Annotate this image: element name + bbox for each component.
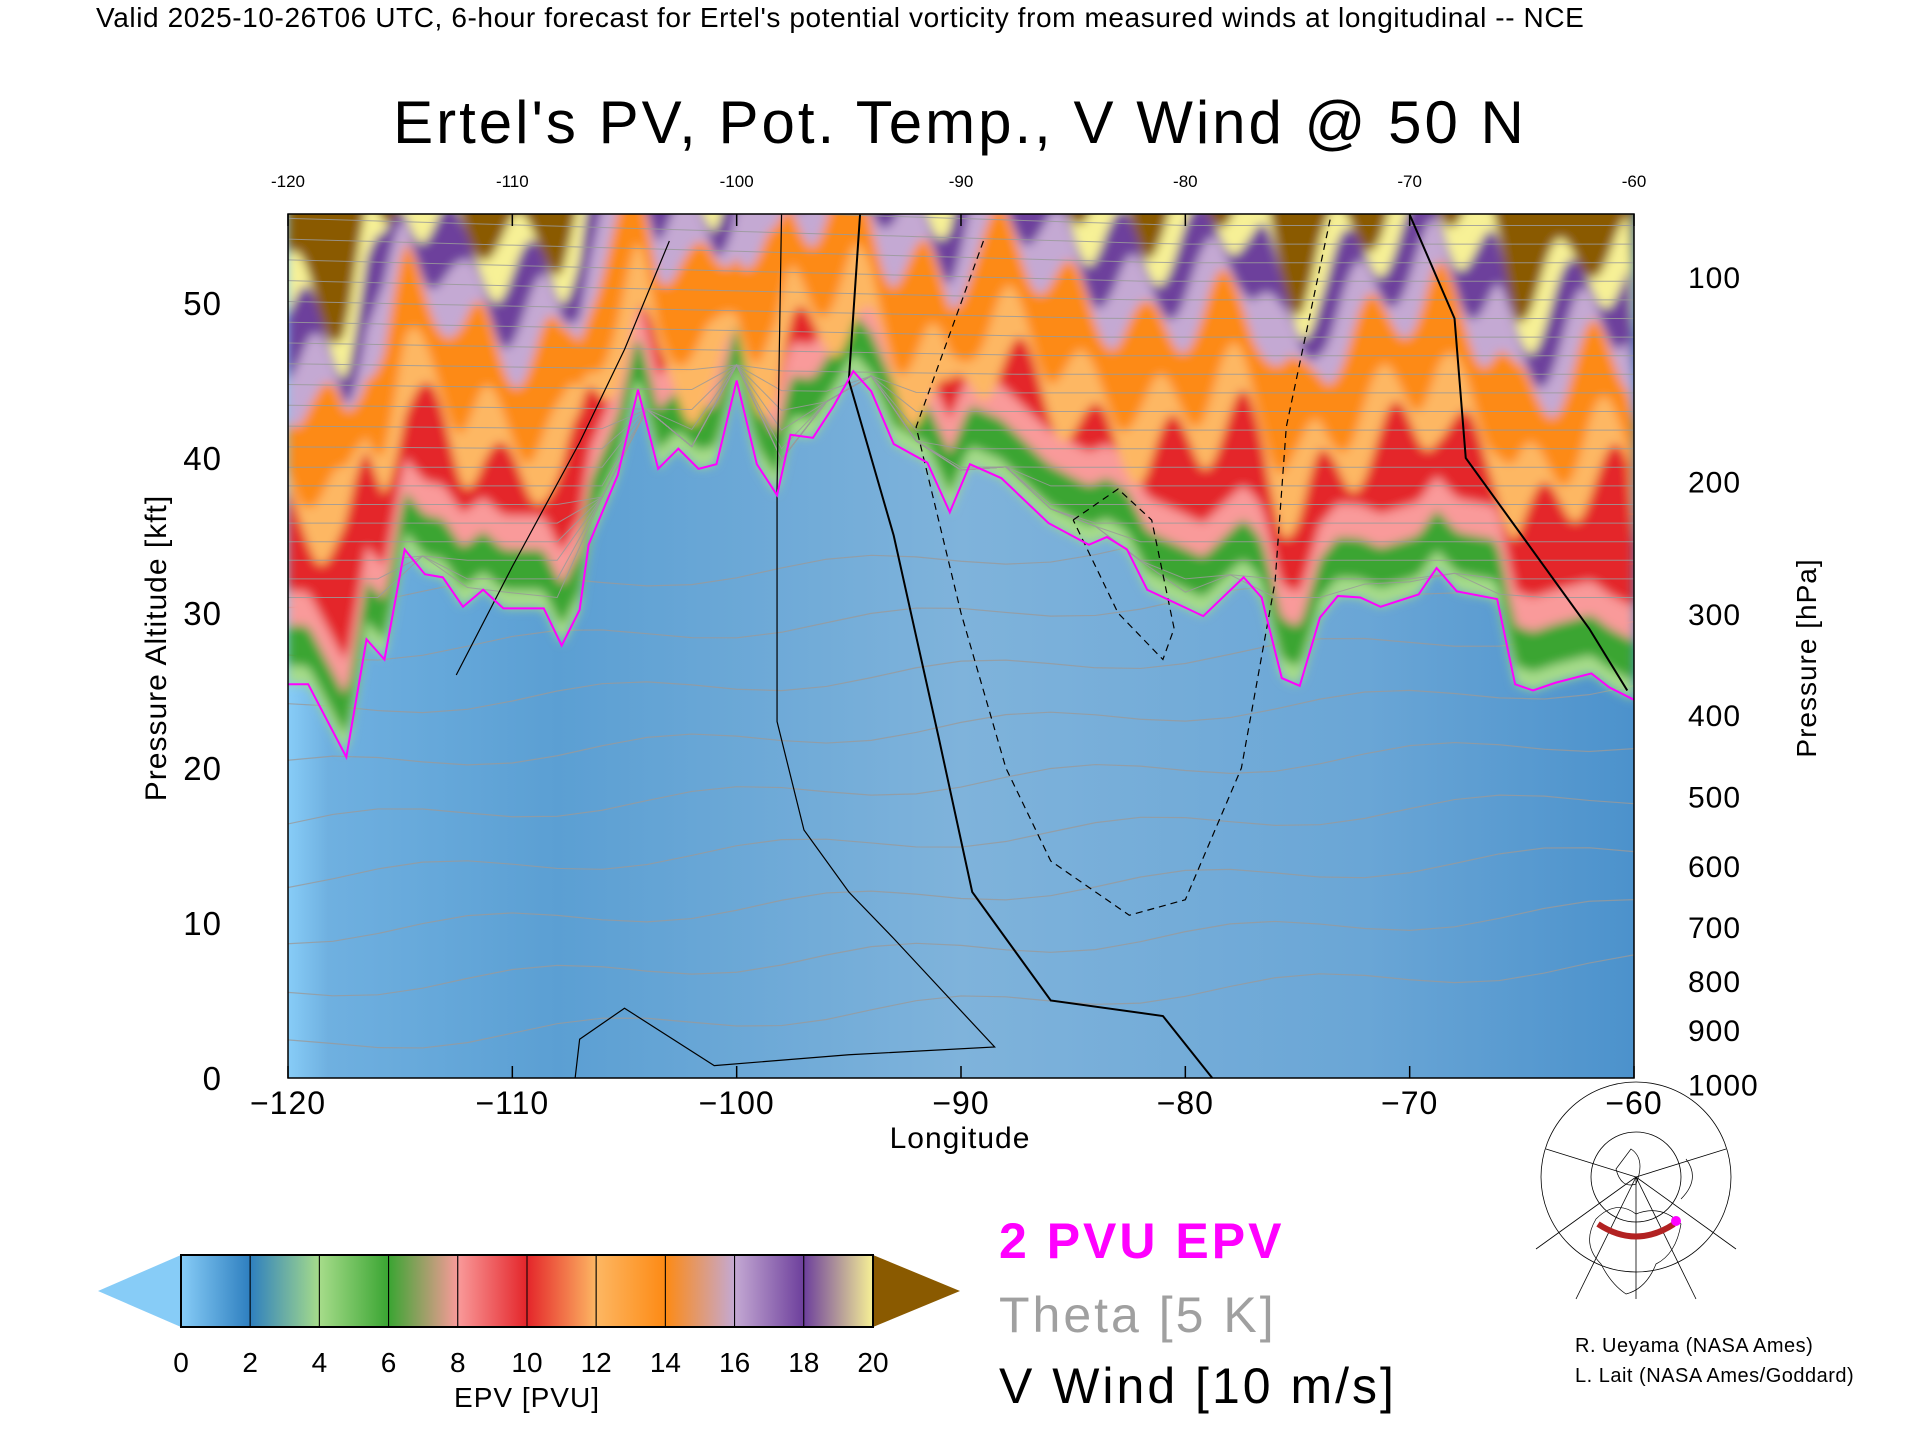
top-tick-label: -80 [1173, 172, 1198, 191]
colorbar-tick-label: 8 [450, 1347, 466, 1378]
v-wind-contour [574, 214, 996, 1078]
x-tick-label: −60 [1605, 1085, 1662, 1121]
v-wind-contour [1408, 214, 1629, 692]
colorbar-segment [318, 1254, 390, 1328]
colorbar-tick-label: 14 [650, 1347, 681, 1378]
top-tick-label: -60 [1622, 172, 1647, 191]
theta-contour [288, 899, 1634, 997]
theta-contour [288, 954, 1634, 1049]
theta-contour [288, 363, 1634, 450]
theta-contour [288, 741, 1634, 825]
theta-contour [288, 321, 1634, 338]
v-wind-contour [915, 214, 1332, 916]
theta-contour [288, 238, 1634, 264]
theta-contour [288, 363, 1634, 487]
y-left-tick-label: 50 [183, 285, 222, 322]
colorbar-tick-label: 4 [312, 1347, 328, 1378]
y-axis-label-left: Pressure Altitude [kft] [140, 494, 173, 802]
colorbar: 0 2 4 6 8 10 12 14 16 18 20 [98, 1254, 960, 1378]
y-right-tick-label: 400 [1688, 700, 1741, 733]
y-right-tick-label: 700 [1688, 912, 1741, 945]
top-tick-label: -100 [720, 172, 754, 191]
y-right-tick-label: 600 [1688, 851, 1741, 884]
legend-vwind: V Wind [10 m/s] [999, 1358, 1397, 1414]
y-right-tick-label: 1000 [1688, 1069, 1759, 1102]
theta-contour [288, 364, 1634, 431]
colorbar-tick-label: 16 [719, 1347, 750, 1378]
colorbar-under-triangle [98, 1255, 181, 1327]
y-left-tick-label: 20 [183, 750, 222, 787]
theta-contour [288, 259, 1634, 282]
colorbar-segment [595, 1254, 666, 1328]
theta-contour [288, 300, 1634, 319]
y-right-tick-label: 900 [1688, 1015, 1741, 1048]
locator-map [1535, 1081, 1737, 1300]
map-track-end [1671, 1216, 1681, 1226]
theta-contour [288, 364, 1634, 412]
colorbar-tick-label: 0 [173, 1347, 189, 1378]
y-right-tick-label: 800 [1688, 966, 1741, 999]
top-tick-label: -120 [271, 172, 305, 191]
colorbar-segment [180, 1254, 251, 1328]
colorbar-segment [664, 1254, 736, 1328]
colorbar-over-triangle [873, 1255, 960, 1327]
x-tick-label: −100 [699, 1085, 775, 1121]
v-wind-contour [1072, 488, 1175, 661]
v-wind-contour [455, 240, 670, 676]
colorbar-tick-label: 2 [242, 1347, 258, 1378]
tropopause-2pvu-line [288, 369, 1634, 761]
x-tick-label: −110 [475, 1085, 549, 1121]
x-tick-label: −70 [1381, 1085, 1438, 1121]
credit-author-2: L. Lait (NASA Ames/Goddard) [1575, 1365, 1855, 1387]
map-track-50n [1596, 1221, 1676, 1240]
x-tick-label: −120 [250, 1085, 326, 1121]
y-left-tick-label: 10 [183, 905, 222, 942]
y-right-tick-label: 100 [1688, 262, 1741, 295]
x-axis-label: Longitude [889, 1122, 1031, 1155]
colorbar-tick-label: 6 [381, 1347, 397, 1378]
credit-author-1: R. Ueyama (NASA Ames) [1575, 1335, 1814, 1357]
theta-contour [288, 280, 1634, 301]
colorbar-segment [388, 1254, 459, 1328]
theta-contour [288, 794, 1634, 889]
top-tick-label: -90 [949, 172, 974, 191]
header-caption: Valid 2025-10-26T06 UTC, 6-hour forecast… [96, 2, 1585, 33]
colorbar-label: EPV [PVU] [454, 1382, 600, 1413]
top-tick-label: -70 [1397, 172, 1422, 191]
epv-band-9 [288, 214, 1634, 344]
x-tick-label: −80 [1157, 1085, 1214, 1121]
colorbar-tick-label: 12 [581, 1347, 612, 1378]
map-coastline [1589, 1148, 1693, 1295]
y-left-tick-label: 30 [183, 595, 222, 632]
chart-title: Ertel's PV, Pot. Temp., V Wind @ 50 N [393, 89, 1527, 156]
colorbar-segment [526, 1254, 597, 1328]
y-left-tick-label: 0 [203, 1060, 222, 1097]
theta-contour [288, 847, 1634, 945]
theta-contour [288, 363, 1634, 375]
x-tick-label: −90 [932, 1085, 989, 1121]
y-right-tick-label: 500 [1688, 782, 1741, 815]
colorbar-frame [180, 1254, 874, 1328]
legend-2pvu: 2 PVU EPV [999, 1213, 1285, 1269]
theta-contour [288, 363, 1634, 468]
top-tick-label: -110 [496, 172, 529, 191]
colorbar-segment [734, 1254, 805, 1328]
theta-contour [288, 342, 1634, 357]
colorbar-tick-label: 20 [857, 1347, 888, 1378]
y-right-tick-label: 200 [1688, 466, 1741, 499]
y-axis-label-right: Pressure [hPa] [1791, 558, 1822, 758]
colorbar-segment [249, 1254, 320, 1328]
theta-contour [288, 685, 1634, 766]
legend-theta: Theta [5 K] [999, 1287, 1277, 1343]
colorbar-segment [457, 1254, 528, 1328]
colorbar-tick-label: 10 [511, 1347, 542, 1378]
y-right-tick-label: 300 [1688, 599, 1741, 632]
theta-contour [288, 364, 1634, 394]
y-left-tick-label: 40 [183, 440, 222, 477]
theta-contour [288, 620, 1634, 714]
colorbar-segment [803, 1254, 874, 1328]
v-wind-contour [847, 214, 1214, 1078]
colorbar-tick-label: 18 [788, 1347, 819, 1378]
